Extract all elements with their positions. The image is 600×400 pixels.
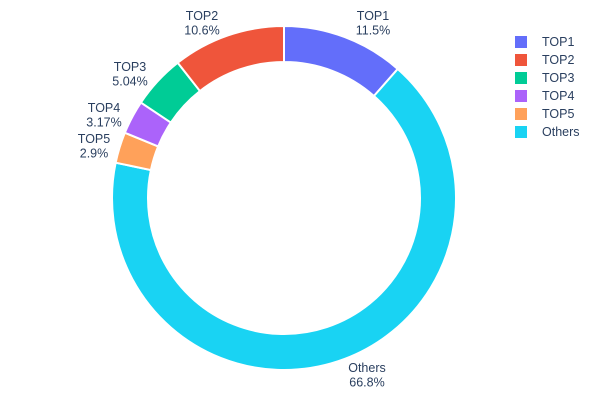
slice-labels-group: TOP1 11.5%TOP2 10.6%TOP3 5.04%TOP4 3.17%TOP5… (78, 9, 390, 390)
legend-swatch-top4 (515, 90, 527, 102)
slice-label-top1: TOP1 11.5% (356, 9, 391, 38)
pie-slice-top2[interactable] (176, 24, 285, 93)
legend-item-top4[interactable]: TOP4 (515, 87, 580, 105)
legend-swatch-others (515, 126, 527, 138)
slice-label-top2: TOP2 10.6% (184, 9, 219, 38)
slice-label-percent: 11.5% (356, 24, 391, 38)
slice-label-name: TOP3 (114, 60, 146, 74)
legend-label-top4: TOP4 (542, 88, 575, 103)
legend-swatch-top5 (515, 108, 527, 120)
legend-label-others: Others (542, 124, 580, 139)
legend-item-others[interactable]: Others (515, 123, 580, 141)
slice-label-percent: 10.6% (184, 24, 219, 38)
legend-swatch-top1 (515, 36, 527, 48)
legend-swatch-top3 (515, 72, 527, 84)
slice-label-top3: TOP3 5.04% (112, 60, 147, 89)
pie-slice-others[interactable] (111, 67, 457, 371)
slice-label-percent: 66.8% (349, 376, 384, 390)
slice-label-name: Others (348, 361, 386, 375)
legend-label-top3: TOP3 (542, 70, 575, 85)
slice-label-percent: 5.04% (112, 75, 147, 89)
slice-label-others: Others 66.8% (348, 361, 386, 390)
slice-label-name: TOP5 (78, 132, 110, 146)
slice-label-percent: 2.9% (80, 147, 109, 161)
slice-label-name: TOP2 (186, 9, 218, 23)
legend-swatch-top2 (515, 54, 527, 66)
slice-label-top4: TOP4 3.17% (86, 101, 121, 130)
slice-label-top5: TOP5 2.9% (78, 132, 110, 161)
legend-label-top1: TOP1 (542, 34, 575, 49)
pie-slices-group (111, 24, 457, 371)
legend-label-top2: TOP2 (542, 52, 575, 67)
legend-item-top3[interactable]: TOP3 (515, 69, 580, 87)
legend-item-top5[interactable]: TOP5 (515, 105, 580, 123)
slice-label-name: TOP1 (357, 9, 389, 23)
legend-item-top2[interactable]: TOP2 (515, 51, 580, 69)
slice-label-percent: 3.17% (86, 116, 121, 130)
legend-label-top5: TOP5 (542, 106, 575, 121)
slice-label-name: TOP4 (88, 101, 120, 115)
legend: TOP1 TOP2 TOP3 TOP4 TOP5 Others (515, 33, 580, 141)
legend-item-top1[interactable]: TOP1 (515, 33, 580, 51)
